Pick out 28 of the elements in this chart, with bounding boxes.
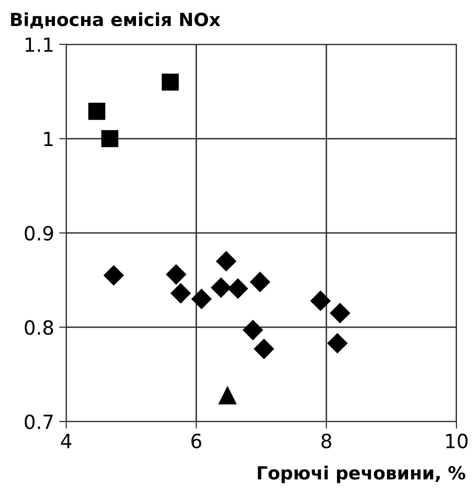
- x-tick-label: 10: [446, 434, 468, 448]
- x-tick-label: 6: [191, 434, 202, 448]
- point: [170, 282, 191, 304]
- point: [330, 302, 350, 324]
- y-axis-title: Відносна емісія NOx: [11, 12, 220, 29]
- point: [216, 250, 237, 272]
- point: [101, 130, 118, 148]
- x-axis-title: Горючі речовини, %: [258, 466, 466, 484]
- point: [310, 290, 331, 312]
- point: [88, 102, 106, 120]
- point: [166, 264, 186, 285]
- x-tick-label: 8: [322, 434, 332, 448]
- point: [103, 265, 124, 286]
- point: [162, 74, 179, 91]
- point: [327, 332, 348, 354]
- point: [250, 272, 270, 292]
- y-tick-label: 0.9: [24, 226, 54, 241]
- x-tick-label: 4: [60, 434, 72, 448]
- point: [242, 320, 264, 340]
- y-tick-label: 1.1: [26, 38, 53, 52]
- y-tick-label: 0.7: [24, 414, 53, 430]
- y-tick-label: 0.8: [24, 320, 54, 335]
- y-tick-label: 1: [44, 132, 53, 146]
- point: [191, 288, 212, 310]
- point: [218, 386, 237, 404]
- point: [210, 277, 232, 298]
- point: [254, 338, 274, 360]
- point: [228, 278, 248, 299]
